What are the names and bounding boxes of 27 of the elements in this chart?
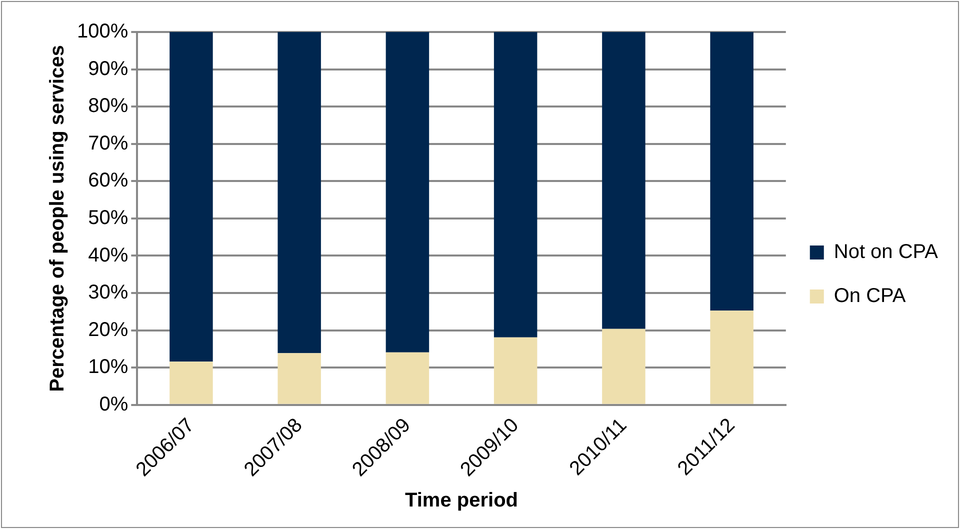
- bar: [386, 352, 430, 404]
- bar: [494, 32, 538, 338]
- bar: [710, 310, 754, 404]
- bar: [710, 32, 754, 311]
- bar: [386, 32, 430, 352]
- y-tick-label: 30%: [88, 282, 128, 304]
- y-tick-label: 50%: [88, 206, 128, 229]
- y-tick-label: 80%: [88, 95, 128, 118]
- x-axis-title: Time period: [405, 490, 518, 512]
- legend-label: On CPA: [834, 285, 906, 308]
- y-tick-label: 0%: [99, 393, 128, 416]
- y-tick-label: 10%: [88, 356, 128, 378]
- bar: [278, 353, 321, 404]
- bar: [602, 328, 646, 404]
- y-tick-label: 20%: [88, 318, 128, 341]
- bar: [170, 362, 213, 404]
- y-tick-label: 70%: [88, 132, 128, 154]
- bar: [602, 32, 646, 329]
- y-tick-label: 100%: [76, 20, 128, 43]
- bar: [278, 32, 321, 354]
- y-tick-label: 90%: [88, 58, 128, 80]
- bar: [170, 32, 213, 362]
- legend-label: Not on CPA: [834, 241, 939, 264]
- bar: [494, 337, 538, 404]
- y-axis-title: Percentage of people using services: [46, 45, 69, 392]
- y-tick-label: 60%: [88, 170, 128, 192]
- y-tick-label: 40%: [88, 244, 128, 266]
